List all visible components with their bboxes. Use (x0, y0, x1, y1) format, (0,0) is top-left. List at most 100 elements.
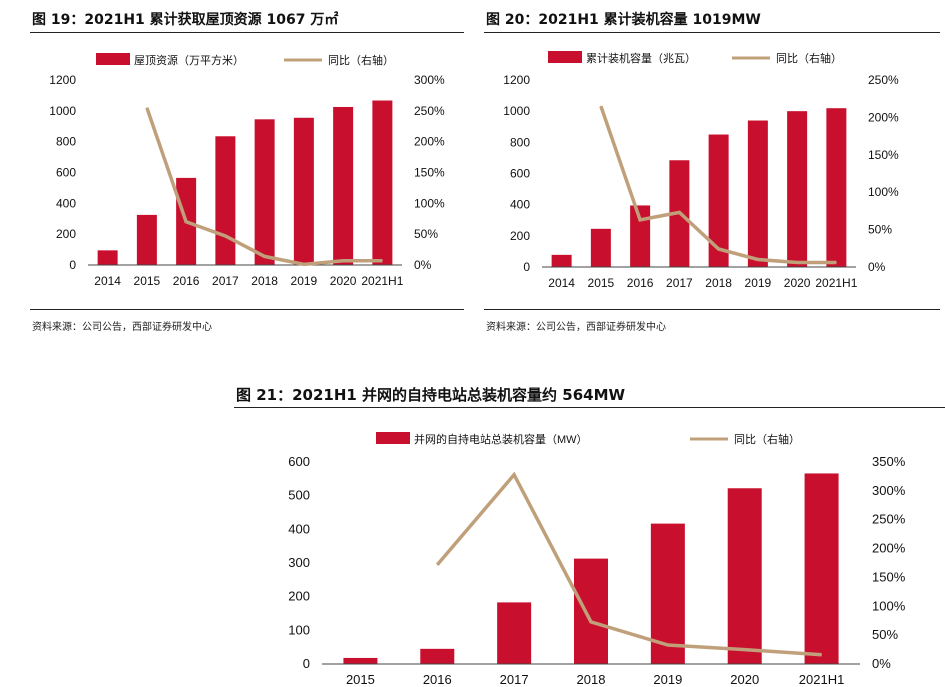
y-right-tick-label: 150% (868, 148, 899, 162)
yoy-point-2017 (513, 474, 515, 476)
y-right-tick-label: 300% (414, 73, 445, 87)
y-left-tick-label: 1200 (503, 73, 530, 87)
yoy-point-2016 (185, 221, 187, 223)
bar-2015 (343, 657, 378, 664)
yoy-point-2020 (342, 260, 344, 262)
chart20-bottom-rule (484, 309, 940, 310)
yoy-point-2018 (590, 621, 592, 623)
chart20-source: 资料来源：公司公告，西部证券研发中心 (486, 322, 666, 333)
yoy-point-2017 (678, 211, 680, 213)
bar-2018 (708, 134, 729, 267)
chart19-source: 资料来源：公司公告，西部证券研发中心 (32, 322, 212, 333)
y-left-tick-label: 1200 (49, 73, 76, 87)
y-right-tick-label: 50% (868, 223, 892, 237)
yoy-point-2019 (757, 259, 759, 261)
x-tick-label: 2016 (173, 274, 200, 288)
legend-bar-swatch (548, 51, 582, 63)
chart19-bottom-rule (30, 309, 464, 310)
yoy-point-2015 (600, 105, 602, 107)
bar-2021H1 (826, 108, 847, 267)
x-tick-label: 2014 (94, 274, 121, 288)
y-right-tick-label: 200% (414, 135, 445, 149)
y-right-tick-label: 250% (868, 73, 899, 87)
chart20-plot: 累计装机容量（兆瓦） 同比（右轴） 0 200 400 600 800 1000 1200 0% 5… (503, 51, 899, 290)
chart19-plot: 屋顶资源（万平方米） 同比（右轴） 0 200 400 600 800 1000 1200 0% 5… (49, 53, 445, 288)
yoy-point-2017 (224, 235, 226, 237)
y-left-tick-label: 400 (56, 196, 76, 210)
y-right-tick-label: 0% (872, 656, 891, 671)
bar-2020 (727, 488, 762, 664)
x-tick-label: 2018 (577, 672, 606, 687)
y-left-tick-label: 400 (510, 198, 530, 212)
bar-2017 (215, 136, 236, 265)
chart20-title-rule (484, 32, 940, 33)
legend-bar-swatch (96, 53, 130, 65)
x-tick-label: 2021H1 (361, 274, 403, 288)
chart21-title-rule (234, 407, 945, 408)
bar-2014 (97, 250, 118, 265)
y-left-tick-label: 100 (288, 622, 310, 637)
x-tick-label: 2019 (745, 276, 772, 290)
x-tick-label: 2021H1 (799, 672, 845, 687)
y-right-tick-label: 250% (414, 104, 445, 118)
x-tick-label: 2020 (730, 672, 759, 687)
x-tick-label: 2017 (500, 672, 529, 687)
yoy-point-2021H1 (835, 262, 837, 264)
x-tick-label: 2020 (330, 274, 357, 288)
bar-2016 (420, 648, 455, 664)
y-right-tick-label: 200% (868, 110, 899, 124)
y-right-tick-label: 150% (414, 166, 445, 180)
yoy-line (435, 471, 822, 657)
x-tick-label: 2015 (588, 276, 615, 290)
yoy-point-2021H1 (821, 654, 823, 656)
y-right-tick-label: 50% (414, 227, 438, 241)
legend-bar-label: 并网的自持电站总装机容量（MW） (414, 432, 588, 446)
y-right-tick-label: 50% (872, 627, 898, 642)
chart21-plot: 并网的自持电站总装机容量（MW） 同比（右轴） 0 100 200 300 400 500 60… (288, 432, 906, 687)
x-tick-label: 2016 (423, 672, 452, 687)
chart21-title: 图 21：2021H1 并网的自持电站总装机容量约 564MW (236, 386, 626, 404)
bar-2015 (136, 214, 157, 265)
bar-2019 (747, 120, 768, 268)
y-left-tick-label: 300 (288, 555, 310, 570)
bar-2014 (551, 254, 572, 267)
y-left-tick-label: 500 (288, 488, 310, 503)
x-tick-label: 2020 (784, 276, 811, 290)
y-left-tick-label: 600 (288, 454, 310, 469)
yoy-point-2020 (796, 262, 798, 264)
bar-2021H1 (372, 100, 393, 265)
chart20-title: 图 20：2021H1 累计装机容量 1019MW (486, 12, 761, 28)
y-right-tick-label: 250% (872, 512, 906, 527)
y-left-tick-label: 200 (510, 229, 530, 243)
y-left-tick-label: 200 (56, 227, 76, 241)
yoy-point-2018 (718, 248, 720, 250)
y-right-tick-label: 0% (414, 258, 432, 272)
y-right-tick-label: 0% (868, 260, 886, 274)
x-tick-label: 2019 (653, 672, 682, 687)
y-left-tick-label: 0 (69, 258, 76, 272)
legend-bar-label: 屋顶资源（万平方米） (134, 53, 244, 67)
x-tick-label: 2014 (548, 276, 575, 290)
yoy-point-2019 (667, 644, 669, 646)
y-left-tick-label: 600 (56, 166, 76, 180)
bar-2015 (590, 228, 611, 267)
y-right-tick-label: 150% (872, 569, 906, 584)
y-right-tick-label: 200% (872, 541, 906, 556)
y-right-tick-label: 100% (414, 196, 445, 210)
yoy-point-2020 (744, 649, 746, 651)
x-tick-label: 2016 (627, 276, 654, 290)
y-right-tick-label: 100% (868, 185, 899, 199)
x-tick-label: 2017 (212, 274, 239, 288)
legend-line-label: 同比（右轴） (776, 51, 842, 65)
yoy-point-2019 (303, 263, 305, 265)
y-left-tick-label: 0 (303, 656, 310, 671)
bar-2018 (574, 558, 608, 664)
x-tick-label: 2015 (346, 672, 375, 687)
y-left-tick-label: 800 (510, 135, 530, 149)
x-tick-label: 2018 (251, 274, 278, 288)
bar-2021H1 (804, 473, 839, 664)
chart19-title: 图 19：2021H1 累计获取屋顶资源 1067 万㎡ (32, 12, 339, 28)
y-left-tick-label: 600 (510, 167, 530, 181)
bar-2019 (293, 117, 314, 265)
y-right-tick-label: 350% (872, 454, 906, 469)
